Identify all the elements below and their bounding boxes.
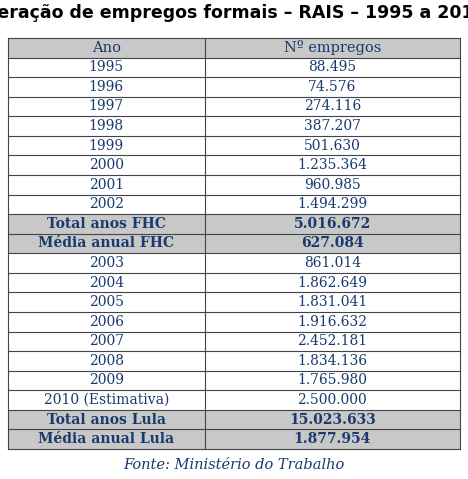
- Text: 2010 (Estimativa): 2010 (Estimativa): [44, 393, 169, 407]
- Text: Geração de empregos formais – RAIS – 1995 a 2010: Geração de empregos formais – RAIS – 199…: [0, 4, 468, 22]
- Text: 88.495: 88.495: [308, 60, 356, 74]
- Bar: [8, 331, 460, 351]
- Text: 2.452.181: 2.452.181: [297, 334, 367, 348]
- Text: Média anual Lula: Média anual Lula: [38, 432, 175, 446]
- Text: 1998: 1998: [89, 119, 124, 133]
- Text: Fonte: Ministério do Trabalho: Fonte: Ministério do Trabalho: [124, 458, 344, 472]
- Bar: [8, 371, 460, 390]
- Text: 1.834.136: 1.834.136: [297, 354, 367, 368]
- Text: 1.235.364: 1.235.364: [297, 158, 367, 172]
- Text: Ano: Ano: [92, 41, 121, 55]
- Text: 2000: 2000: [89, 158, 124, 172]
- Bar: [8, 273, 460, 292]
- Bar: [8, 390, 460, 410]
- Text: 1.831.041: 1.831.041: [297, 295, 367, 309]
- Text: 2004: 2004: [89, 275, 124, 290]
- Bar: [8, 430, 460, 449]
- Text: 74.576: 74.576: [308, 80, 357, 94]
- Text: 2009: 2009: [89, 374, 124, 388]
- Text: 1.877.954: 1.877.954: [293, 432, 371, 446]
- Bar: [8, 38, 460, 57]
- Bar: [8, 155, 460, 175]
- Text: 1.862.649: 1.862.649: [297, 275, 367, 290]
- Text: 2005: 2005: [89, 295, 124, 309]
- Bar: [8, 234, 460, 253]
- Text: 2002: 2002: [89, 197, 124, 211]
- Text: 2.500.000: 2.500.000: [298, 393, 367, 407]
- Text: 2008: 2008: [89, 354, 124, 368]
- Text: 1.765.980: 1.765.980: [297, 374, 367, 388]
- Text: 2006: 2006: [89, 315, 124, 329]
- Bar: [8, 136, 460, 155]
- Text: 1997: 1997: [88, 100, 124, 114]
- Text: 1.494.299: 1.494.299: [297, 197, 367, 211]
- Text: 5.016.672: 5.016.672: [294, 217, 371, 231]
- Bar: [8, 312, 460, 331]
- Text: 387.207: 387.207: [304, 119, 361, 133]
- Text: 274.116: 274.116: [304, 100, 361, 114]
- Text: 861.014: 861.014: [304, 256, 361, 270]
- Text: 1996: 1996: [89, 80, 124, 94]
- Text: 501.630: 501.630: [304, 138, 361, 153]
- Bar: [8, 214, 460, 234]
- Bar: [8, 292, 460, 312]
- Bar: [8, 77, 460, 97]
- Text: 960.985: 960.985: [304, 178, 361, 192]
- Text: 2003: 2003: [89, 256, 124, 270]
- Bar: [8, 97, 460, 116]
- Text: 2007: 2007: [89, 334, 124, 348]
- Text: 1999: 1999: [89, 138, 124, 153]
- Text: 15.023.633: 15.023.633: [289, 412, 376, 427]
- Bar: [8, 116, 460, 136]
- Bar: [8, 175, 460, 194]
- Text: 2001: 2001: [89, 178, 124, 192]
- Text: 627.084: 627.084: [301, 237, 364, 251]
- Text: Média anual FHC: Média anual FHC: [38, 237, 174, 251]
- Text: Nº empregos: Nº empregos: [284, 40, 381, 55]
- Text: 1.916.632: 1.916.632: [297, 315, 367, 329]
- Text: Total anos Lula: Total anos Lula: [47, 412, 166, 427]
- Text: Total anos FHC: Total anos FHC: [47, 217, 166, 231]
- Bar: [8, 194, 460, 214]
- Text: 1995: 1995: [89, 60, 124, 74]
- Bar: [8, 351, 460, 371]
- Bar: [8, 410, 460, 430]
- Bar: [8, 253, 460, 273]
- Bar: [8, 57, 460, 77]
